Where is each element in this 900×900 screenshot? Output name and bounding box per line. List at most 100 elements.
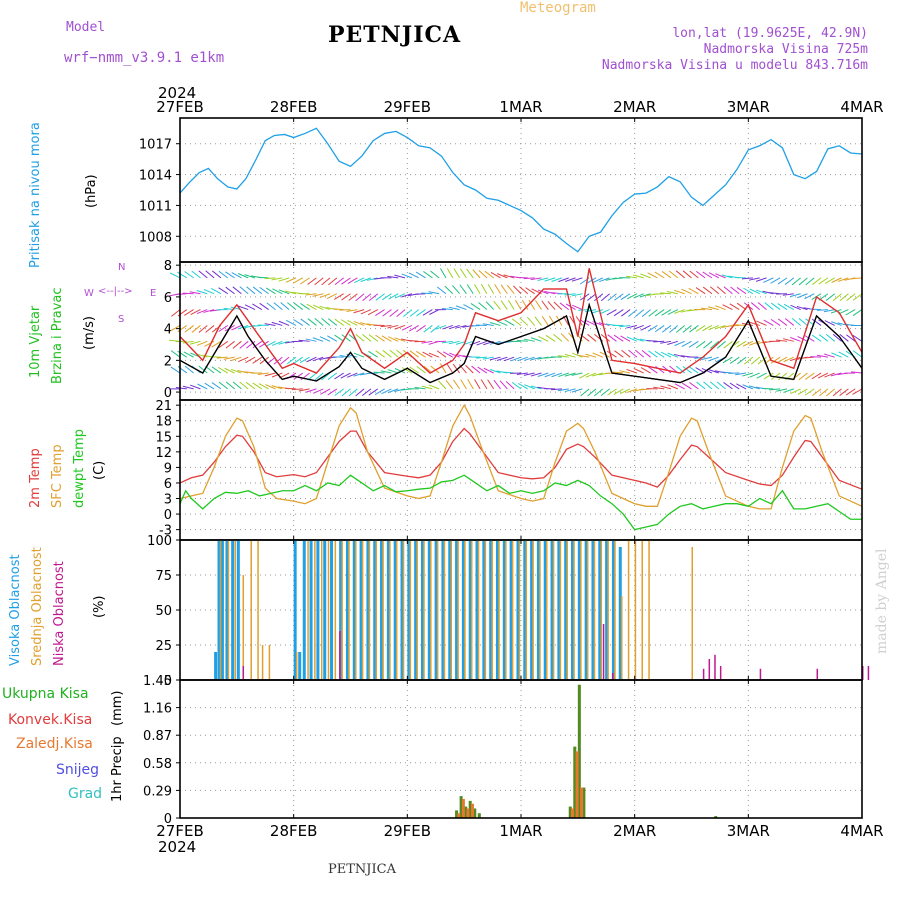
wind-arrow (478, 302, 488, 310)
cloud-bar-mid (484, 540, 487, 680)
wind-arrow (551, 372, 563, 378)
wind-arrow (553, 333, 563, 342)
wind-arrow (559, 302, 570, 310)
wind-arrow (763, 372, 774, 380)
wind-arrow (169, 272, 181, 279)
cloud-bar-mid (402, 540, 405, 680)
wind-arrow (493, 300, 501, 310)
cloud-bar-mid (295, 652, 298, 680)
wind-arrow (575, 316, 583, 326)
wind-arrow (518, 383, 529, 390)
wind-arrow (430, 325, 440, 333)
wind-arrow (723, 340, 733, 349)
wind-arrow (264, 323, 276, 326)
precip-bar-total (468, 800, 472, 818)
wind-arrow (790, 356, 801, 362)
series-line-temperature-1 (179, 403, 863, 510)
wind-arrow (654, 325, 665, 333)
wind-arrow (737, 356, 747, 365)
wind-arrow (796, 305, 808, 311)
wind-arrow (409, 350, 419, 358)
wind-arrow (430, 270, 440, 279)
wind-arrow (825, 293, 836, 301)
wind-arrow (537, 372, 549, 377)
wind-arrow (394, 293, 406, 299)
wind-arrow (845, 309, 856, 316)
cloud-bar-high (393, 540, 397, 680)
cloud-bar-mid (423, 540, 425, 680)
y-tick-label: 1011 (139, 199, 172, 214)
y-tick-label: -3 (159, 524, 172, 539)
wind-arrow (455, 324, 467, 329)
wind-arrow (312, 356, 324, 362)
wind-arrow (387, 388, 399, 394)
compass-w: W (84, 288, 94, 299)
y-tick-label: 9 (164, 461, 172, 476)
wind-arrow (628, 349, 638, 358)
wind-arrow (211, 382, 222, 390)
wind-arrow (218, 287, 229, 295)
wind-arrow (675, 270, 686, 279)
wind-arrow (257, 372, 269, 376)
wind-arrow (846, 293, 856, 301)
compass-e: E (150, 288, 157, 299)
cloud-bar-mid (382, 540, 384, 680)
wind-arrow (306, 356, 317, 363)
station-title: PETNJICA (328, 22, 462, 48)
wind-arrow (239, 286, 249, 295)
wind-arrow (374, 388, 385, 395)
cloud-bar-mid (491, 540, 493, 680)
wind-arrow (521, 299, 529, 310)
wind-arrow (832, 333, 842, 342)
wind-arrow (408, 272, 419, 279)
wind-arrow (667, 340, 679, 345)
wind-arrow (668, 270, 679, 279)
cloud-bar-high (605, 540, 609, 680)
wind-arrow (244, 304, 256, 311)
wind-arrow (231, 272, 242, 279)
wind-arrow (293, 356, 304, 364)
wind-arrow (564, 353, 576, 358)
wind-arrow (818, 277, 829, 285)
wind-arrow (401, 273, 413, 279)
wind-arrow (196, 309, 208, 315)
wind-arrow (189, 384, 201, 390)
wind-arrow (742, 384, 754, 390)
wind-arrow (265, 384, 276, 390)
wind-arrow (280, 302, 290, 310)
cloud-bar-mid (511, 540, 514, 680)
wind-arrow (729, 382, 740, 390)
wind-arrow (375, 350, 385, 358)
wind-arrow (736, 340, 747, 348)
wind-arrow (620, 293, 631, 301)
wind-arrow (347, 319, 358, 326)
wind-arrow (511, 381, 522, 390)
cloud-bar-mid (250, 540, 252, 680)
y-tick-label: 0 (164, 386, 172, 401)
wind-arrow (196, 340, 208, 346)
wind-arrow (607, 334, 617, 342)
wind-arrow (537, 289, 549, 295)
wind-arrow (640, 324, 651, 331)
wind-arrow (500, 284, 508, 295)
wind-arrow (816, 354, 828, 358)
wind-arrow (832, 293, 842, 302)
wind-arrow (415, 350, 426, 358)
cloud-bar-mid (430, 540, 432, 680)
wind-arrow (245, 381, 256, 390)
model-label: Model (66, 20, 106, 35)
wind-arrow (389, 309, 399, 317)
wind-arrow (689, 325, 699, 333)
wind-arrow (852, 350, 863, 358)
cloud-bar-mid (368, 540, 371, 680)
wind-arrow (273, 302, 283, 310)
cloud-bar-high (611, 540, 615, 680)
wind-arrow (278, 340, 290, 345)
wind-arrow (741, 322, 753, 326)
wind-arrow (723, 382, 733, 390)
wind-arrow (647, 325, 658, 332)
wind-arrow (285, 277, 297, 283)
y-tick-label: 100 (147, 534, 172, 549)
wind-arrow (205, 325, 215, 333)
cloud-bar-low (759, 668, 762, 680)
